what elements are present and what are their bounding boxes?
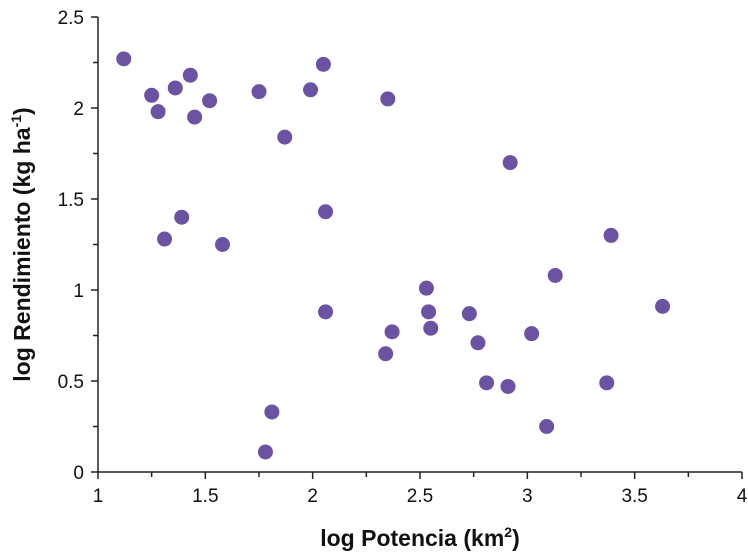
data-point (502, 155, 518, 171)
data-point (187, 109, 203, 125)
data-point (524, 326, 540, 342)
data-point (202, 93, 218, 109)
data-point (318, 204, 334, 220)
x-tick-label: 1.5 (192, 486, 218, 507)
x-tick-label: 1 (93, 486, 104, 507)
x-tick-label: 3 (522, 486, 533, 507)
data-point (470, 335, 486, 351)
data-point (500, 378, 516, 394)
y-tick-label: 0.5 (58, 372, 84, 393)
data-point (384, 324, 400, 340)
y-tick-label: 0 (73, 463, 84, 484)
data-point (251, 84, 267, 100)
x-axis-title-suffix: ) (512, 525, 520, 551)
x-tick-label: 2.5 (407, 486, 433, 507)
x-axis-title: log Potencia (km2) (320, 524, 520, 551)
x-tick-label: 4 (737, 486, 748, 507)
data-point (157, 231, 173, 247)
y-tick-label: 1.5 (58, 190, 84, 211)
data-point (182, 67, 198, 83)
data-point (315, 56, 331, 72)
x-tick-label: 2 (307, 486, 318, 507)
data-points (116, 51, 671, 460)
y-tick-label: 2 (73, 99, 84, 120)
data-point (603, 227, 619, 243)
x-axis-title-superscript: 2 (504, 524, 512, 540)
data-point (655, 298, 671, 314)
y-axis-title: log Rendimiento (kg ha-1) (8, 107, 35, 381)
data-point (144, 87, 160, 103)
data-point (264, 404, 280, 420)
data-point (215, 237, 231, 252)
data-point (479, 375, 495, 391)
data-point (421, 304, 437, 320)
data-point (277, 129, 293, 145)
data-point (539, 419, 555, 434)
data-point (461, 306, 477, 322)
data-point (174, 209, 190, 225)
data-point (116, 51, 132, 67)
data-point (318, 304, 334, 320)
y-tick-label: 1 (73, 281, 84, 302)
data-point (378, 346, 394, 362)
tick-labels: 1 1.5 2 2.5 3 3.5 4 0 0.5 1 1.5 2 2.5 (58, 8, 748, 507)
data-point (257, 444, 273, 460)
x-tick-label: 3.5 (621, 486, 647, 507)
y-tick-label: 2.5 (58, 8, 84, 29)
y-axis-title-suffix: ) (9, 107, 35, 115)
y-axis-title-superscript: -1 (8, 115, 24, 128)
x-axis-title-main: log Potencia (km (320, 525, 504, 551)
data-point (423, 320, 439, 336)
data-point (167, 80, 183, 96)
y-axis-title-main: log Rendimiento (kg ha (9, 127, 35, 381)
data-point (380, 91, 396, 107)
data-point (599, 375, 615, 391)
axis-ticks (91, 16, 743, 479)
data-point (547, 267, 563, 283)
data-point (418, 280, 434, 296)
data-point (150, 104, 166, 120)
data-point (303, 82, 319, 98)
